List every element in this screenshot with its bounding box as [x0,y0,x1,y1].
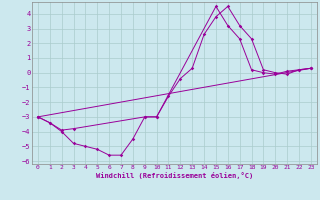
X-axis label: Windchill (Refroidissement éolien,°C): Windchill (Refroidissement éolien,°C) [96,172,253,179]
